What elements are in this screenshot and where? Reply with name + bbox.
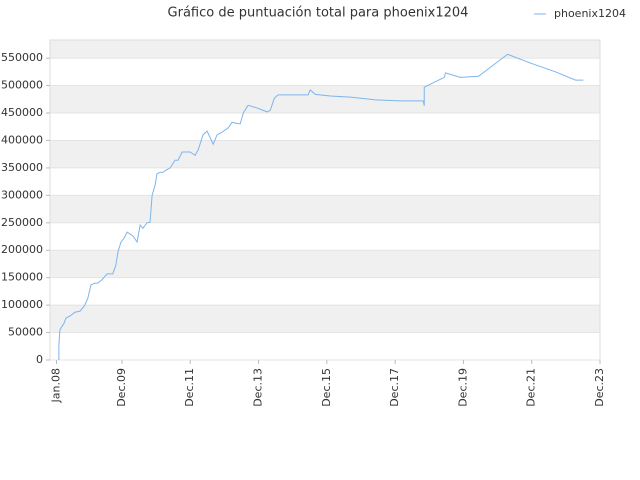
grid-band [50, 40, 600, 59]
x-tick-label: Dec.11 [183, 368, 196, 407]
grid-band [50, 58, 600, 86]
x-tick-label: Dec.21 [525, 368, 538, 407]
grid-band [50, 250, 600, 278]
y-tick-label: 100000 [1, 298, 43, 311]
chart-title: Gráfico de puntuación total para phoenix… [168, 6, 469, 21]
grid-band [50, 222, 600, 251]
grid-band [50, 277, 600, 306]
data-line [58, 53, 584, 360]
y-tick-label: 500000 [1, 79, 43, 92]
x-tick-label: Dec.17 [388, 368, 401, 407]
legend-label: phoenix1204 [554, 7, 626, 20]
y-tick-label: 550000 [1, 51, 43, 64]
x-tick-label: Dec.23 [593, 368, 606, 407]
grid-band [50, 305, 600, 333]
x-tick-label: Dec.13 [252, 368, 265, 407]
y-tick-label: 50000 [8, 326, 43, 339]
grid-band [50, 85, 600, 114]
x-tick-label: Dec.15 [320, 368, 333, 407]
x-tick-label: Dec.19 [456, 368, 469, 407]
y-tick-label: 450000 [1, 106, 43, 119]
y-tick-label: 0 [36, 353, 43, 366]
grid-band [50, 195, 600, 223]
y-tick-label: 150000 [1, 271, 43, 284]
y-tick-label: 350000 [1, 161, 43, 174]
y-tick-label: 200000 [1, 243, 43, 256]
y-tick-label: 250000 [1, 216, 43, 229]
x-tick-label: Jan.08 [49, 368, 62, 403]
x-tick-label: Dec.09 [115, 368, 128, 407]
y-tick-label: 400000 [1, 133, 43, 146]
grid-band [50, 167, 600, 196]
grid-band [50, 140, 600, 168]
grid-band [50, 332, 600, 360]
y-tick-label: 300000 [1, 188, 43, 201]
grid-band [50, 113, 600, 141]
